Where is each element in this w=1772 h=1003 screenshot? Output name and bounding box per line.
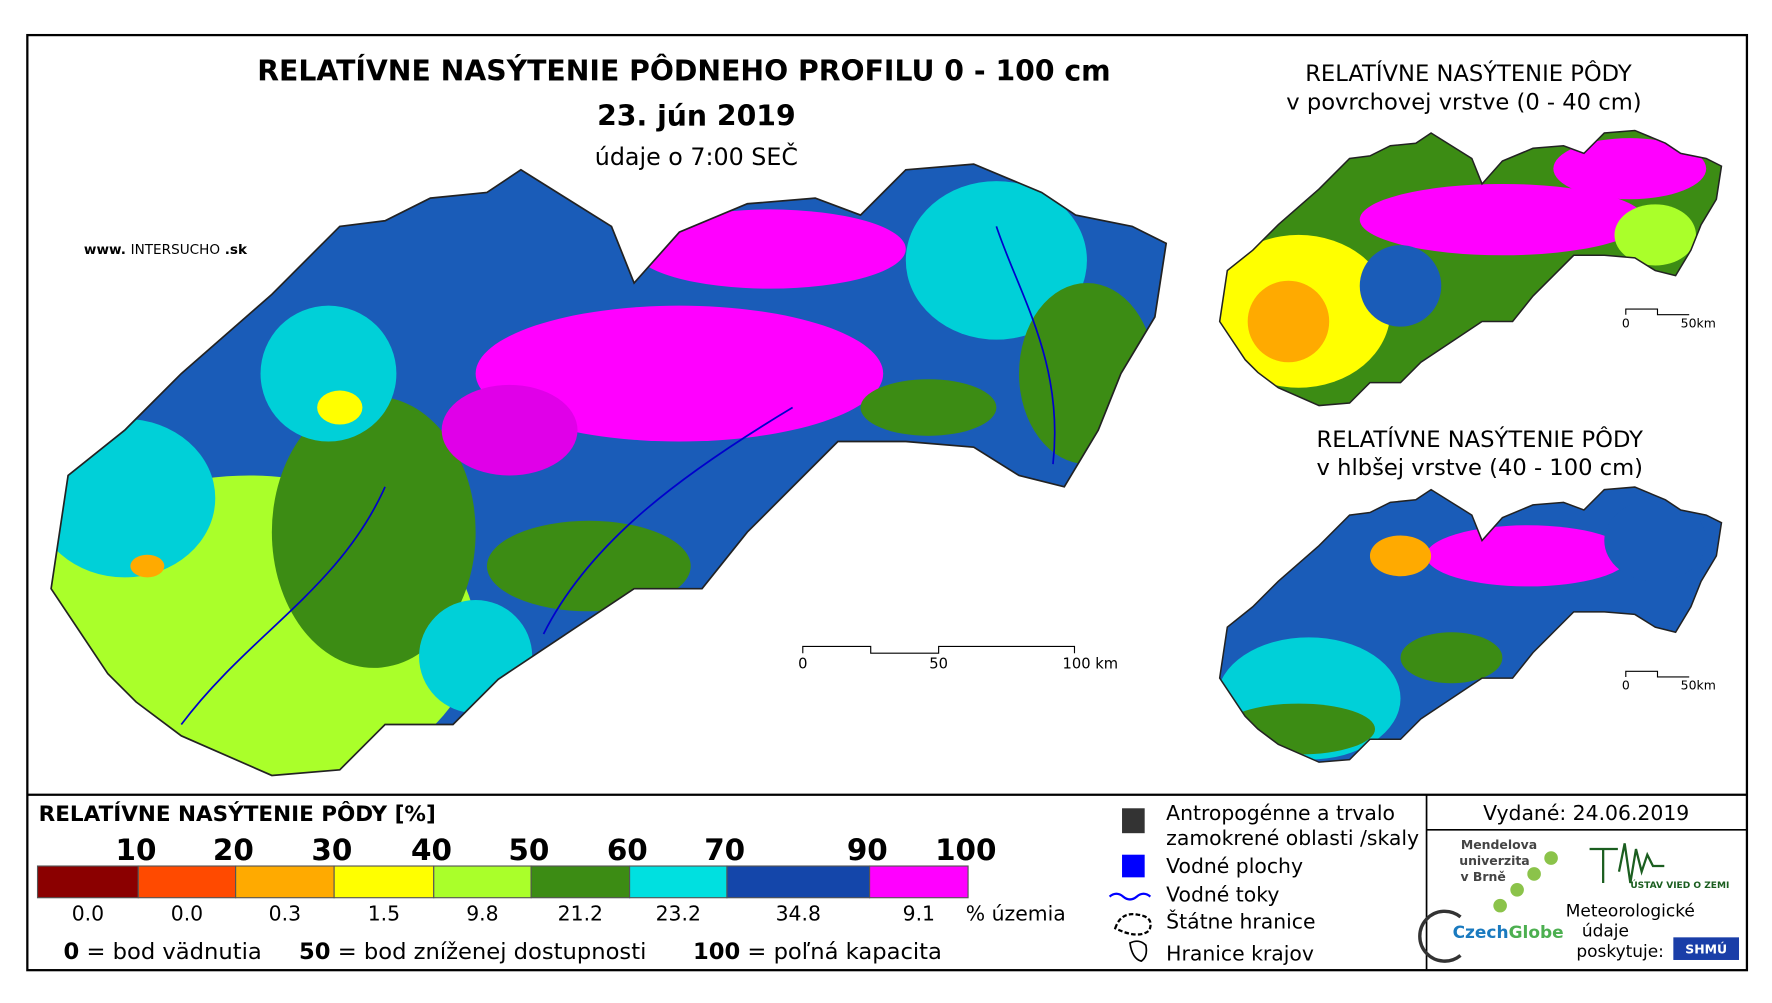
legend-title: RELATÍVNE NASÝTENIE PÔDY [%] xyxy=(39,801,436,827)
symbol-anthropogenic xyxy=(1122,808,1145,834)
symbol-region xyxy=(1129,940,1148,963)
legend-swatch xyxy=(333,865,435,899)
legend-swatch xyxy=(530,865,631,899)
legend-threshold: 30 xyxy=(311,833,352,867)
logo-text: CzechGlobe xyxy=(1453,923,1564,943)
legend-note: 0 = bod vädnutia xyxy=(64,939,262,965)
logo-text: Globe xyxy=(1509,923,1564,943)
symbol-border xyxy=(1113,913,1152,936)
legend-share: 1.5 xyxy=(368,902,400,926)
website: SUCHO xyxy=(171,242,220,258)
title: RELATÍVNE NASÝTENIE PÔDNEHO PROFILU 0 - … xyxy=(257,53,1110,87)
website: www. xyxy=(84,242,126,258)
legend-swatch xyxy=(137,865,237,899)
legend-share: 34.8 xyxy=(776,902,821,926)
legend-share: 23.2 xyxy=(656,902,701,926)
legend-swatch xyxy=(869,865,969,899)
legend: 0.0 0.0 0.3 1.5 9.8 21.2 23.2 34.8 9.1 10 20 30 40 50… xyxy=(36,833,997,926)
date: 23. jún 2019 xyxy=(597,100,796,133)
scale-bar xyxy=(1625,670,1690,678)
legend-note: 100 = poľná kapacita xyxy=(693,939,942,965)
legend-note: 50 = bod zníženej dostupnosti xyxy=(299,939,646,965)
logo-text: Czech xyxy=(1453,923,1509,943)
symbol-label: Antropogénne a trvalo xyxy=(1166,801,1395,825)
website: INTER xyxy=(131,242,172,258)
legend-share: 21.2 xyxy=(558,902,603,926)
legend-swatch xyxy=(433,865,532,899)
scale-label: 50km xyxy=(1681,678,1716,693)
logo-dots xyxy=(1493,851,1558,913)
main-map xyxy=(50,163,1168,777)
scale-label: 0 xyxy=(1622,315,1630,330)
scale-label: 100 km xyxy=(1063,656,1119,673)
symbol-river xyxy=(1108,892,1152,901)
legend-threshold: 40 xyxy=(411,833,452,867)
legend-share: 0.3 xyxy=(269,902,301,926)
logo-text: SHMÚ xyxy=(1685,941,1727,956)
logo-text: údaje xyxy=(1582,922,1629,942)
symbol-label: Štátne hranice xyxy=(1166,909,1315,934)
logo-text: univerzita xyxy=(1459,853,1530,868)
scale-label: 0 xyxy=(798,656,807,673)
scale-label: 50km xyxy=(1681,315,1716,330)
logo-shmu xyxy=(1673,937,1740,960)
time: údaje o 7:00 SEČ xyxy=(595,143,798,171)
scale-label: 50 xyxy=(929,656,948,673)
legend-share: 0.0 xyxy=(171,902,203,926)
legend-share: 9.1 xyxy=(903,902,935,926)
legend-threshold: 90 xyxy=(847,833,888,867)
logo-text: Meteorologické xyxy=(1566,901,1695,921)
legend-threshold: 10 xyxy=(116,833,157,867)
logo-text: Mendelova xyxy=(1461,837,1537,852)
note-text: = bod vädnutia xyxy=(87,939,262,965)
note-text: = poľná kapacita xyxy=(747,939,942,965)
issued: Vydané: 24.06.2019 xyxy=(1483,801,1689,825)
inset-title: RELATÍVNE NASÝTENIE PÔDY xyxy=(1305,59,1632,87)
symbol-label: zamokrené oblasti /skaly xyxy=(1166,826,1419,850)
inset-subtitle: v hlbšej vrstve (40 - 100 cm) xyxy=(1317,455,1643,481)
symbol-label: Vodné toky xyxy=(1166,882,1279,906)
logo-text: ÚSTAV VIED O ZEMI xyxy=(1630,879,1729,891)
inset-title: RELATÍVNE NASÝTENIE PÔDY xyxy=(1317,425,1644,453)
legend-threshold: 100 xyxy=(935,833,996,867)
note-key: 50 xyxy=(299,939,331,965)
legend-share: 9.8 xyxy=(466,902,498,926)
legend-swatch xyxy=(726,865,871,899)
website: .sk xyxy=(225,242,248,258)
legend-threshold: 50 xyxy=(508,833,549,867)
scale-bar xyxy=(1625,308,1690,316)
logo-text: v Brně xyxy=(1460,869,1505,884)
symbol-water xyxy=(1122,854,1145,878)
website: www. INTERSUCHO .sk xyxy=(84,242,248,258)
legend-threshold: 60 xyxy=(607,833,648,867)
inset-subtitle: v povrchovej vrstve (0 - 40 cm) xyxy=(1286,90,1641,116)
symbol-label: Hranice krajov xyxy=(1166,941,1314,965)
logo-arc xyxy=(1418,909,1462,963)
logo-text: poskytuje: xyxy=(1576,942,1664,962)
note-text: = bod zníženej dostupnosti xyxy=(338,939,647,965)
legend-threshold: 70 xyxy=(704,833,745,867)
legend-threshold: 20 xyxy=(213,833,254,867)
scale-bar xyxy=(802,645,1076,654)
logo-uvz xyxy=(1589,843,1665,884)
legend-unit: % územia xyxy=(966,902,1066,926)
symbol-label: Vodné plochy xyxy=(1166,854,1303,878)
legend-swatch xyxy=(235,865,335,899)
legend-swatch xyxy=(629,865,728,899)
note-key: 0 xyxy=(64,939,80,965)
legend-swatch xyxy=(36,865,139,899)
legend-share: 0.0 xyxy=(72,902,104,926)
note-key: 100 xyxy=(693,939,740,965)
scale-label: 0 xyxy=(1622,678,1630,693)
